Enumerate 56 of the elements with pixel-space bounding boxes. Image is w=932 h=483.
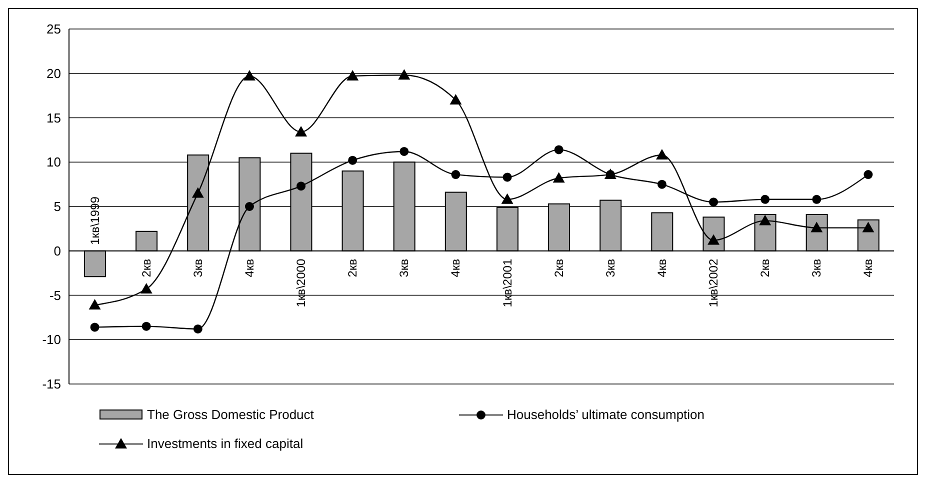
y-tick-label: -15: [42, 376, 61, 392]
point: [142, 322, 151, 331]
point: [400, 146, 409, 156]
point: [243, 70, 256, 81]
y-tick-label: 15: [46, 110, 61, 126]
point: [88, 299, 101, 310]
x-tick-label: 3кв: [810, 258, 824, 278]
x-tick-label: 1кв\2001: [500, 258, 514, 308]
point: [657, 180, 666, 189]
point: [864, 170, 873, 180]
point: [295, 126, 308, 136]
point: [192, 187, 204, 198]
x-tick-label: 3кв: [397, 258, 412, 278]
legend-label: Investments in fixed capital: [147, 436, 304, 451]
x-tick-label: 3кв: [603, 258, 618, 278]
y-tick-label: 5: [54, 199, 61, 214]
y-tick-label: 20: [46, 66, 61, 81]
point: [552, 172, 565, 183]
point: [862, 222, 874, 232]
x-tick-label: 4кв: [654, 258, 669, 278]
x-tick-label: 2кв: [346, 258, 360, 278]
x-tick-label: 2кв: [552, 258, 566, 278]
point: [502, 172, 512, 182]
point: [450, 94, 462, 104]
x-tick-label: 2кв: [758, 258, 772, 278]
x-tick-label: 1кв\2002: [706, 258, 721, 308]
y-tick-label: 10: [46, 154, 61, 170]
y-tick-label: -10: [42, 332, 61, 348]
point: [296, 182, 306, 191]
x-tick-label: 1кв\2000: [294, 258, 308, 308]
y-tick-label: 25: [46, 22, 61, 37]
point: [451, 170, 460, 180]
x-tick-label: 4кв: [861, 258, 876, 278]
point: [140, 283, 152, 294]
point: [346, 70, 359, 81]
x-tick-label: 1кв\1999: [88, 196, 102, 245]
x-tick-label: 4кв: [448, 258, 463, 278]
point: [398, 69, 410, 80]
x-tick-label: 3кв: [190, 258, 205, 278]
x-tick-label: 2кв: [139, 258, 154, 278]
y-tick-label: 0: [54, 243, 61, 258]
x-tick-label: 4кв: [242, 258, 256, 278]
point: [760, 194, 770, 204]
point: [554, 145, 564, 154]
point: [656, 149, 668, 160]
legend-label: Households’ ultimate consumption: [507, 407, 705, 422]
point: [709, 198, 718, 207]
point: [348, 156, 358, 165]
point: [759, 214, 772, 226]
point: [812, 194, 822, 204]
point: [501, 193, 514, 204]
legend-label: The Gross Domestic Product: [147, 407, 314, 422]
y-tick-label: -5: [49, 288, 61, 303]
point: [193, 324, 202, 334]
point: [90, 322, 100, 332]
point: [244, 202, 254, 211]
